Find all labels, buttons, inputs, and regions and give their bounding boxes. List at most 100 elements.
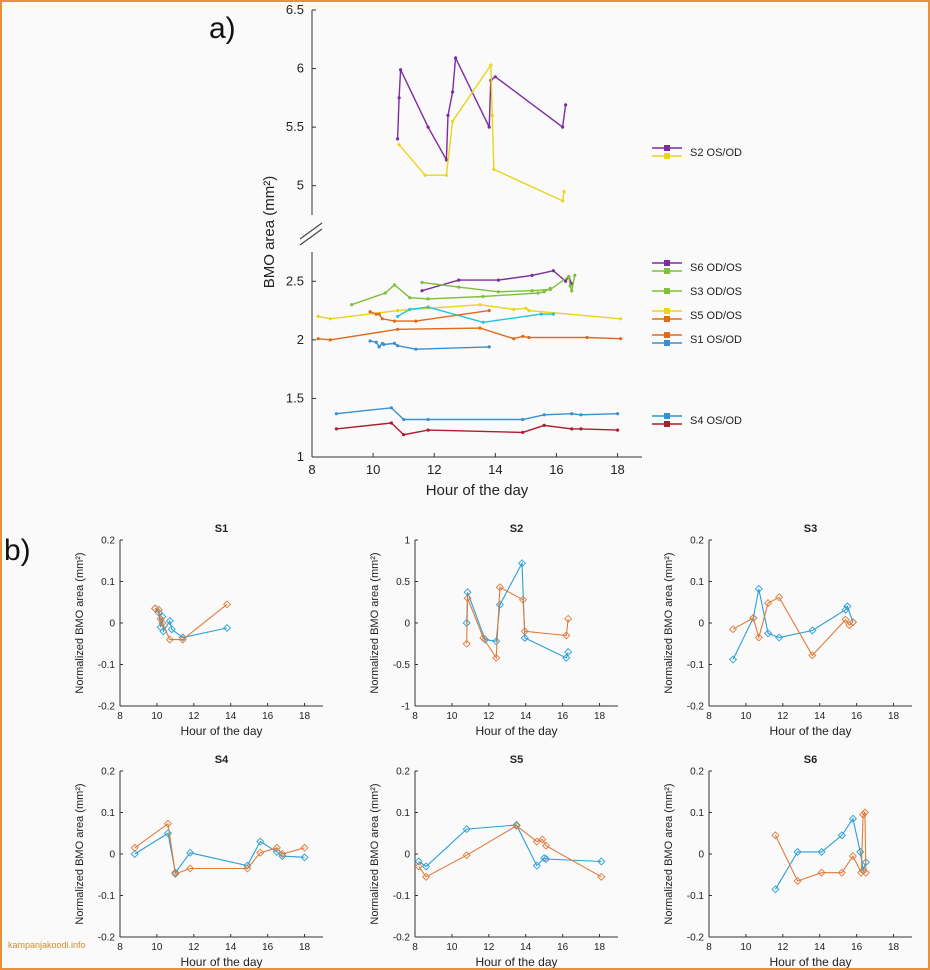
data-point xyxy=(517,559,527,568)
series-line xyxy=(317,303,621,320)
data-point xyxy=(487,125,491,129)
x-axis-label: Hour of the day xyxy=(475,724,557,738)
data-point xyxy=(426,305,430,309)
data-point xyxy=(408,296,412,300)
series-line xyxy=(318,327,621,341)
chart-s5: -0.2 -0.1 0 0.1 0.2 8 10 12 14 16 18 S5 Hour of the … xyxy=(369,754,618,968)
data-point xyxy=(567,275,571,279)
y-tick-label: 5.5 xyxy=(286,119,304,134)
data-point xyxy=(564,648,573,657)
data-point xyxy=(495,600,504,609)
data-point xyxy=(561,199,565,203)
legend-entry: S4 OS/OD xyxy=(652,413,742,427)
x-tick-label: 8 xyxy=(117,942,123,953)
series-line xyxy=(732,596,854,657)
data-point xyxy=(420,289,424,293)
legend-entry: S1 OS/OD xyxy=(652,332,742,346)
data-point xyxy=(520,633,529,642)
chart-title: S5 xyxy=(510,754,523,766)
x-tick-label: 12 xyxy=(188,942,200,953)
y-tick-label: -0.5 xyxy=(393,660,411,671)
axis-break-mark xyxy=(299,222,323,240)
panel-label-b: b) xyxy=(4,534,31,567)
data-point xyxy=(532,837,541,846)
x-axis-label: Hour of the day xyxy=(769,955,851,968)
data-point xyxy=(859,810,868,819)
data-point xyxy=(368,310,372,314)
data-point xyxy=(512,821,521,830)
data-point xyxy=(521,334,525,338)
legend-marker xyxy=(664,421,670,427)
data-point xyxy=(764,629,773,638)
data-point xyxy=(186,864,195,873)
series-line xyxy=(336,422,618,436)
legend-marker xyxy=(664,153,670,159)
x-tick-label: 12 xyxy=(777,942,789,953)
data-point xyxy=(754,633,763,642)
data-point xyxy=(462,851,471,860)
data-point xyxy=(793,876,802,886)
data-point xyxy=(597,872,606,881)
data-point xyxy=(841,615,850,624)
data-point xyxy=(579,427,583,431)
legend-marker xyxy=(664,316,670,322)
y-tick-label: -0.2 xyxy=(687,933,705,944)
data-point xyxy=(521,417,525,422)
x-tick-label: 14 xyxy=(520,942,532,953)
data-point xyxy=(749,613,758,623)
data-point xyxy=(422,862,431,871)
legend-marker xyxy=(664,260,670,266)
data-point xyxy=(454,56,458,60)
x-tick-label: 12 xyxy=(777,711,789,722)
x-tick-label: 8 xyxy=(412,942,418,953)
legend-label: S6 OD/OS xyxy=(690,262,742,274)
data-point xyxy=(272,843,281,852)
data-point xyxy=(728,625,738,634)
legend-entry: S3 OD/OS xyxy=(652,286,742,298)
y-axis-label: Normalized BMO area (mm²) xyxy=(663,783,675,924)
data-point xyxy=(178,635,187,644)
data-point xyxy=(328,338,332,342)
x-tick-label: 16 xyxy=(557,711,569,722)
x-tick-label: 16 xyxy=(851,942,863,953)
data-point xyxy=(278,849,287,859)
x-tick-label: 10 xyxy=(740,711,752,722)
y-axis-label: Normalized BMO area (mm²) xyxy=(369,783,381,924)
data-point xyxy=(524,306,528,310)
data-point xyxy=(536,291,540,295)
data-point xyxy=(490,113,494,117)
data-point xyxy=(171,869,180,878)
data-point xyxy=(402,417,406,422)
data-point xyxy=(457,278,461,282)
data-point xyxy=(541,854,551,864)
data-point xyxy=(154,605,163,614)
data-point xyxy=(446,113,450,117)
series-line xyxy=(466,561,569,659)
data-point xyxy=(396,137,400,141)
data-point xyxy=(222,600,232,609)
watermark-text: kampanjakoodi.info xyxy=(8,940,86,950)
data-point xyxy=(771,831,780,840)
data-point xyxy=(728,655,738,664)
data-point xyxy=(616,428,620,432)
legend-marker xyxy=(664,145,670,151)
data-point xyxy=(392,283,397,287)
data-point xyxy=(570,289,574,293)
series-line xyxy=(418,825,602,878)
series-line xyxy=(397,306,554,324)
x-axis-label: Hour of the day xyxy=(426,482,529,499)
data-point xyxy=(856,847,865,856)
y-tick-label: 0 xyxy=(109,850,115,861)
data-point xyxy=(564,103,568,107)
data-point xyxy=(841,605,850,614)
series-line xyxy=(351,283,551,306)
data-point xyxy=(420,280,424,285)
x-tick-label: 8 xyxy=(308,462,315,477)
x-tick-label: 8 xyxy=(117,711,123,722)
data-point xyxy=(444,173,448,177)
data-point xyxy=(562,190,566,194)
data-point xyxy=(496,278,500,282)
data-point xyxy=(764,599,773,608)
x-tick-label: 12 xyxy=(427,462,441,477)
